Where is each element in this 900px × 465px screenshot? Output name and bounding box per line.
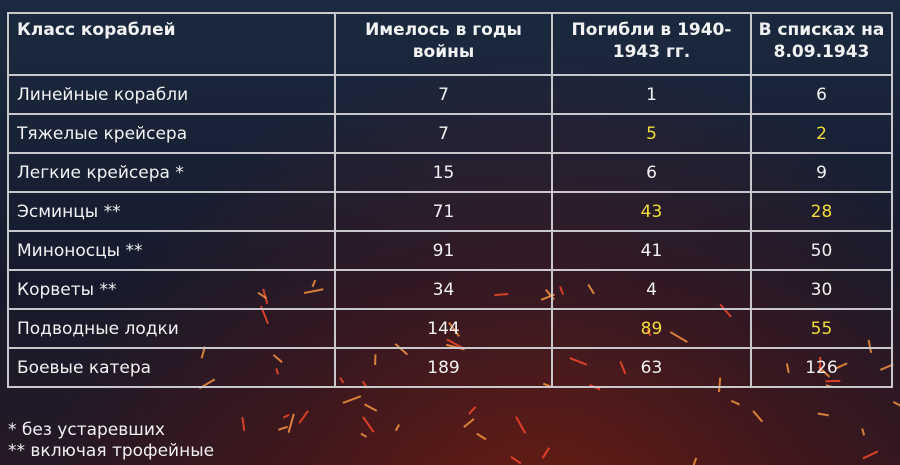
- table-cell: 43: [551, 191, 752, 232]
- table-cell: 4: [551, 269, 752, 310]
- spark: [515, 416, 527, 434]
- spark: [510, 455, 522, 465]
- table-cell: 9: [750, 152, 893, 193]
- table-row: Боевые катера 189 63 126: [7, 347, 893, 388]
- spark: [752, 410, 764, 423]
- spark: [468, 406, 477, 415]
- table-row: Корветы ** 34 4 30: [7, 269, 893, 310]
- spark: [861, 428, 866, 436]
- header-class: Класс кораблей: [7, 12, 336, 76]
- table-cell: 55: [750, 308, 893, 349]
- spark: [287, 413, 295, 433]
- table-cell: Тяжелые крейсера: [7, 113, 336, 154]
- table-cell: 6: [551, 152, 752, 193]
- table-cell: 5: [551, 113, 752, 154]
- table-cell: 126: [750, 347, 893, 388]
- table-row: Линейные корабли 7 1 6: [7, 74, 893, 115]
- spark: [364, 403, 378, 412]
- spark: [342, 395, 362, 404]
- spark: [241, 417, 246, 431]
- table-cell: Эсминцы **: [7, 191, 336, 232]
- table-cell: Боевые катера: [7, 347, 336, 388]
- table-cell: Линейные корабли: [7, 74, 336, 115]
- table-cell: 7: [334, 74, 553, 115]
- table-cell: 41: [551, 230, 752, 271]
- table-cell: Миноносцы **: [7, 230, 336, 271]
- table-row: Подводные лодки 144 89 55: [7, 308, 893, 349]
- spark: [541, 447, 551, 459]
- spark: [362, 416, 375, 433]
- spark: [282, 413, 290, 419]
- header-had: Имелось в годы войны: [334, 12, 553, 76]
- table-cell: Корветы **: [7, 269, 336, 310]
- table-row: Эсминцы ** 71 43 28: [7, 191, 893, 232]
- spark: [360, 432, 368, 438]
- footnote-2: ** включая трофейные: [8, 441, 215, 461]
- header-listed: В списках на 8.09.1943: [750, 12, 893, 76]
- table-header: Класс кораблей Имелось в годы войны Поги…: [7, 12, 893, 76]
- table-row: Тяжелые крейсера 7 5 2: [7, 113, 893, 154]
- spark: [463, 418, 475, 428]
- table-cell: 1: [551, 74, 752, 115]
- table-cell: 189: [334, 347, 553, 388]
- table-cell: 30: [750, 269, 893, 310]
- spark: [892, 401, 900, 407]
- spark: [476, 432, 487, 441]
- table-cell: 71: [334, 191, 553, 232]
- table-cell: 89: [551, 308, 752, 349]
- table-cell: 34: [334, 269, 553, 310]
- table-cell: 7: [334, 113, 553, 154]
- table-row: Миноносцы ** 91 41 50: [7, 230, 893, 271]
- table-row: Легкие крейсера * 15 6 9: [7, 152, 893, 193]
- table-cell: 15: [334, 152, 553, 193]
- spark: [862, 450, 879, 460]
- spark: [298, 410, 309, 424]
- spark: [692, 457, 698, 465]
- header-lost: Погибли в 1940-1943 гг.: [551, 12, 752, 76]
- spark: [278, 425, 288, 431]
- table-cell: 50: [750, 230, 893, 271]
- table-cell: 2: [750, 113, 893, 154]
- footnotes: * без устаревших ** включая трофейные: [8, 420, 214, 462]
- ships-table: Класс кораблей Имелось в годы войны Поги…: [7, 12, 893, 388]
- spark: [394, 424, 400, 432]
- table-cell: Подводные лодки: [7, 308, 336, 349]
- table-cell: 144: [334, 308, 553, 349]
- table-cell: 28: [750, 191, 893, 232]
- table-cell: 63: [551, 347, 752, 388]
- spark: [817, 412, 829, 417]
- table-cell: 6: [750, 74, 893, 115]
- footnote-1: * без устаревших: [8, 420, 165, 440]
- table-cell: 91: [334, 230, 553, 271]
- table-cell: Легкие крейсера *: [7, 152, 336, 193]
- spark: [730, 399, 740, 406]
